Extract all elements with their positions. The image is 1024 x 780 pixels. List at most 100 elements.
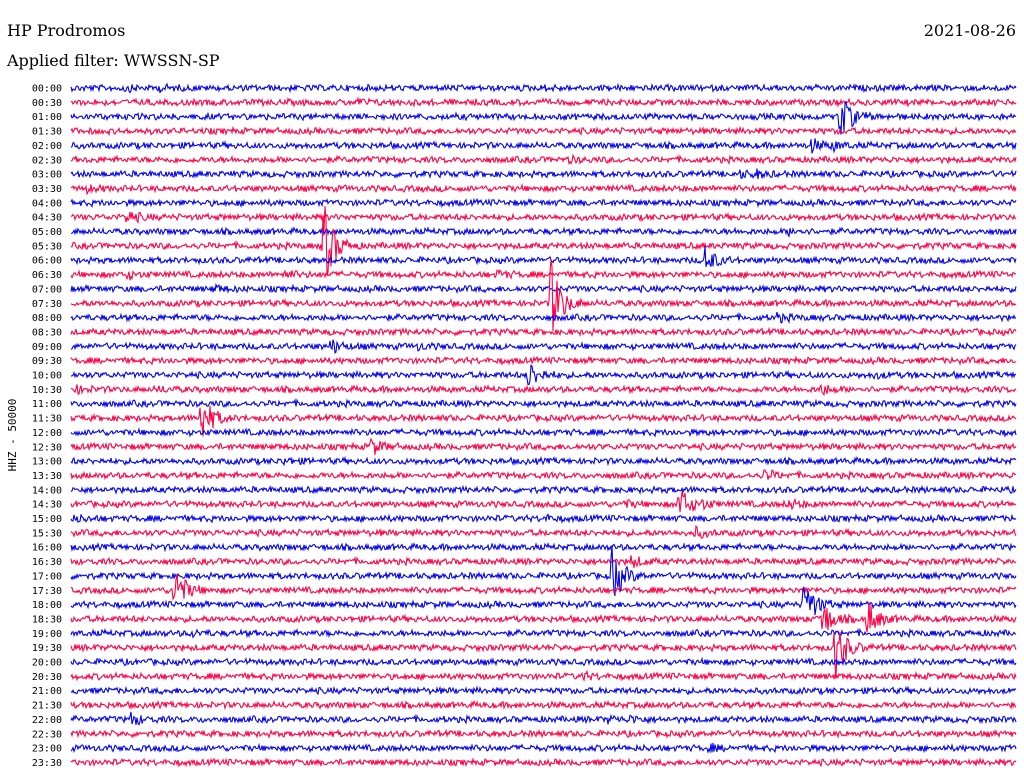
trace-line [70,383,1017,397]
time-label: 18:30 [32,614,62,625]
trace-line [70,197,1017,209]
trace-line [70,355,1017,366]
trace-line [70,259,1017,332]
time-label: 21:00 [32,686,62,697]
trace-line [70,699,1017,711]
time-label: 01:00 [32,112,62,123]
trace-line [70,282,1017,295]
time-label: 22:30 [32,729,62,740]
trace-line [70,405,1017,437]
trace-line [70,757,1017,768]
time-label: 20:30 [32,672,62,683]
trace-line [70,573,1017,601]
trace-line [70,269,1017,281]
trace-line [70,656,1017,668]
time-label: 15:00 [32,514,62,525]
time-label: 15:30 [32,528,62,539]
trace-line [70,685,1017,696]
date-label: 2021-08-26 [923,21,1016,40]
time-label: 12:30 [32,442,62,453]
trace-line [70,101,1017,135]
time-label: 19:00 [32,629,62,640]
time-label: 02:30 [32,155,62,166]
time-label: 10:30 [32,385,62,396]
trace-line [70,96,1017,108]
time-label: 23:00 [32,744,62,755]
time-label: 22:00 [32,715,62,726]
trace-line [70,455,1017,467]
trace-line [70,183,1017,196]
time-label: 11:30 [32,414,62,425]
trace-line [70,728,1017,739]
trace-line [70,742,1017,754]
time-label: 17:30 [32,586,62,597]
trace-line [70,524,1017,539]
time-label: 07:00 [32,284,62,295]
time-label: 09:30 [32,356,62,367]
trace-line [70,541,1017,553]
trace-line [70,545,1017,597]
time-label: 13:30 [32,471,62,482]
time-label: 08:30 [32,327,62,338]
time-label: 12:00 [32,428,62,439]
time-label: 06:30 [32,270,62,281]
time-label: 05:30 [32,241,62,252]
trace-line [70,669,1017,682]
trace-line [70,491,1017,513]
trace-line [70,246,1017,267]
trace-line [70,153,1017,166]
trace-line [70,427,1017,438]
trace-line [70,555,1017,568]
time-label: 21:30 [32,701,62,712]
time-label: 09:00 [32,342,62,353]
time-label: 14:00 [32,485,62,496]
trace-line [70,586,1017,616]
station-title: HP Prodromos [7,21,126,40]
time-label: 10:00 [32,371,62,382]
time-label: 04:30 [32,213,62,224]
trace-line [70,627,1017,639]
trace-line [70,711,1017,726]
time-label: 19:30 [32,643,62,654]
trace-line [70,311,1017,324]
trace-line [70,82,1017,94]
time-label: 01:30 [32,127,62,138]
trace-line [70,226,1017,238]
trace-line [70,601,1017,633]
time-label: 00:30 [32,98,62,109]
time-label: 16:00 [32,543,62,554]
trace-line [70,125,1017,137]
trace-line [70,631,1017,679]
trace-line [70,469,1017,481]
trace-line [70,211,1017,224]
time-label: 18:00 [32,600,62,611]
time-label: 11:00 [32,399,62,410]
filter-label: Applied filter: WWSSN-SP [7,51,220,70]
time-label: 14:30 [32,500,62,511]
time-label: 05:00 [32,227,62,238]
trace-line [70,513,1017,525]
trace-line [70,326,1017,337]
time-label: 08:00 [32,313,62,324]
time-label: 17:00 [32,571,62,582]
time-label: 00:00 [32,84,62,95]
trace-line [70,437,1017,455]
time-label: 06:00 [32,256,62,267]
trace-line [71,364,1017,386]
time-label: 20:00 [32,658,62,669]
time-label: 16:30 [32,557,62,568]
trace-line [70,138,1017,154]
trace-line [70,205,1017,276]
time-label: 03:30 [32,184,62,195]
time-label: 03:00 [32,170,62,181]
time-label: 02:00 [32,141,62,152]
time-label: 04:00 [32,198,62,209]
trace-line [70,339,1017,354]
time-label: 13:00 [32,457,62,468]
trace-line [70,398,1017,409]
time-label: 23:30 [32,758,62,769]
time-label: 07:30 [32,299,62,310]
trace-line [70,484,1017,495]
trace-line [70,168,1017,180]
